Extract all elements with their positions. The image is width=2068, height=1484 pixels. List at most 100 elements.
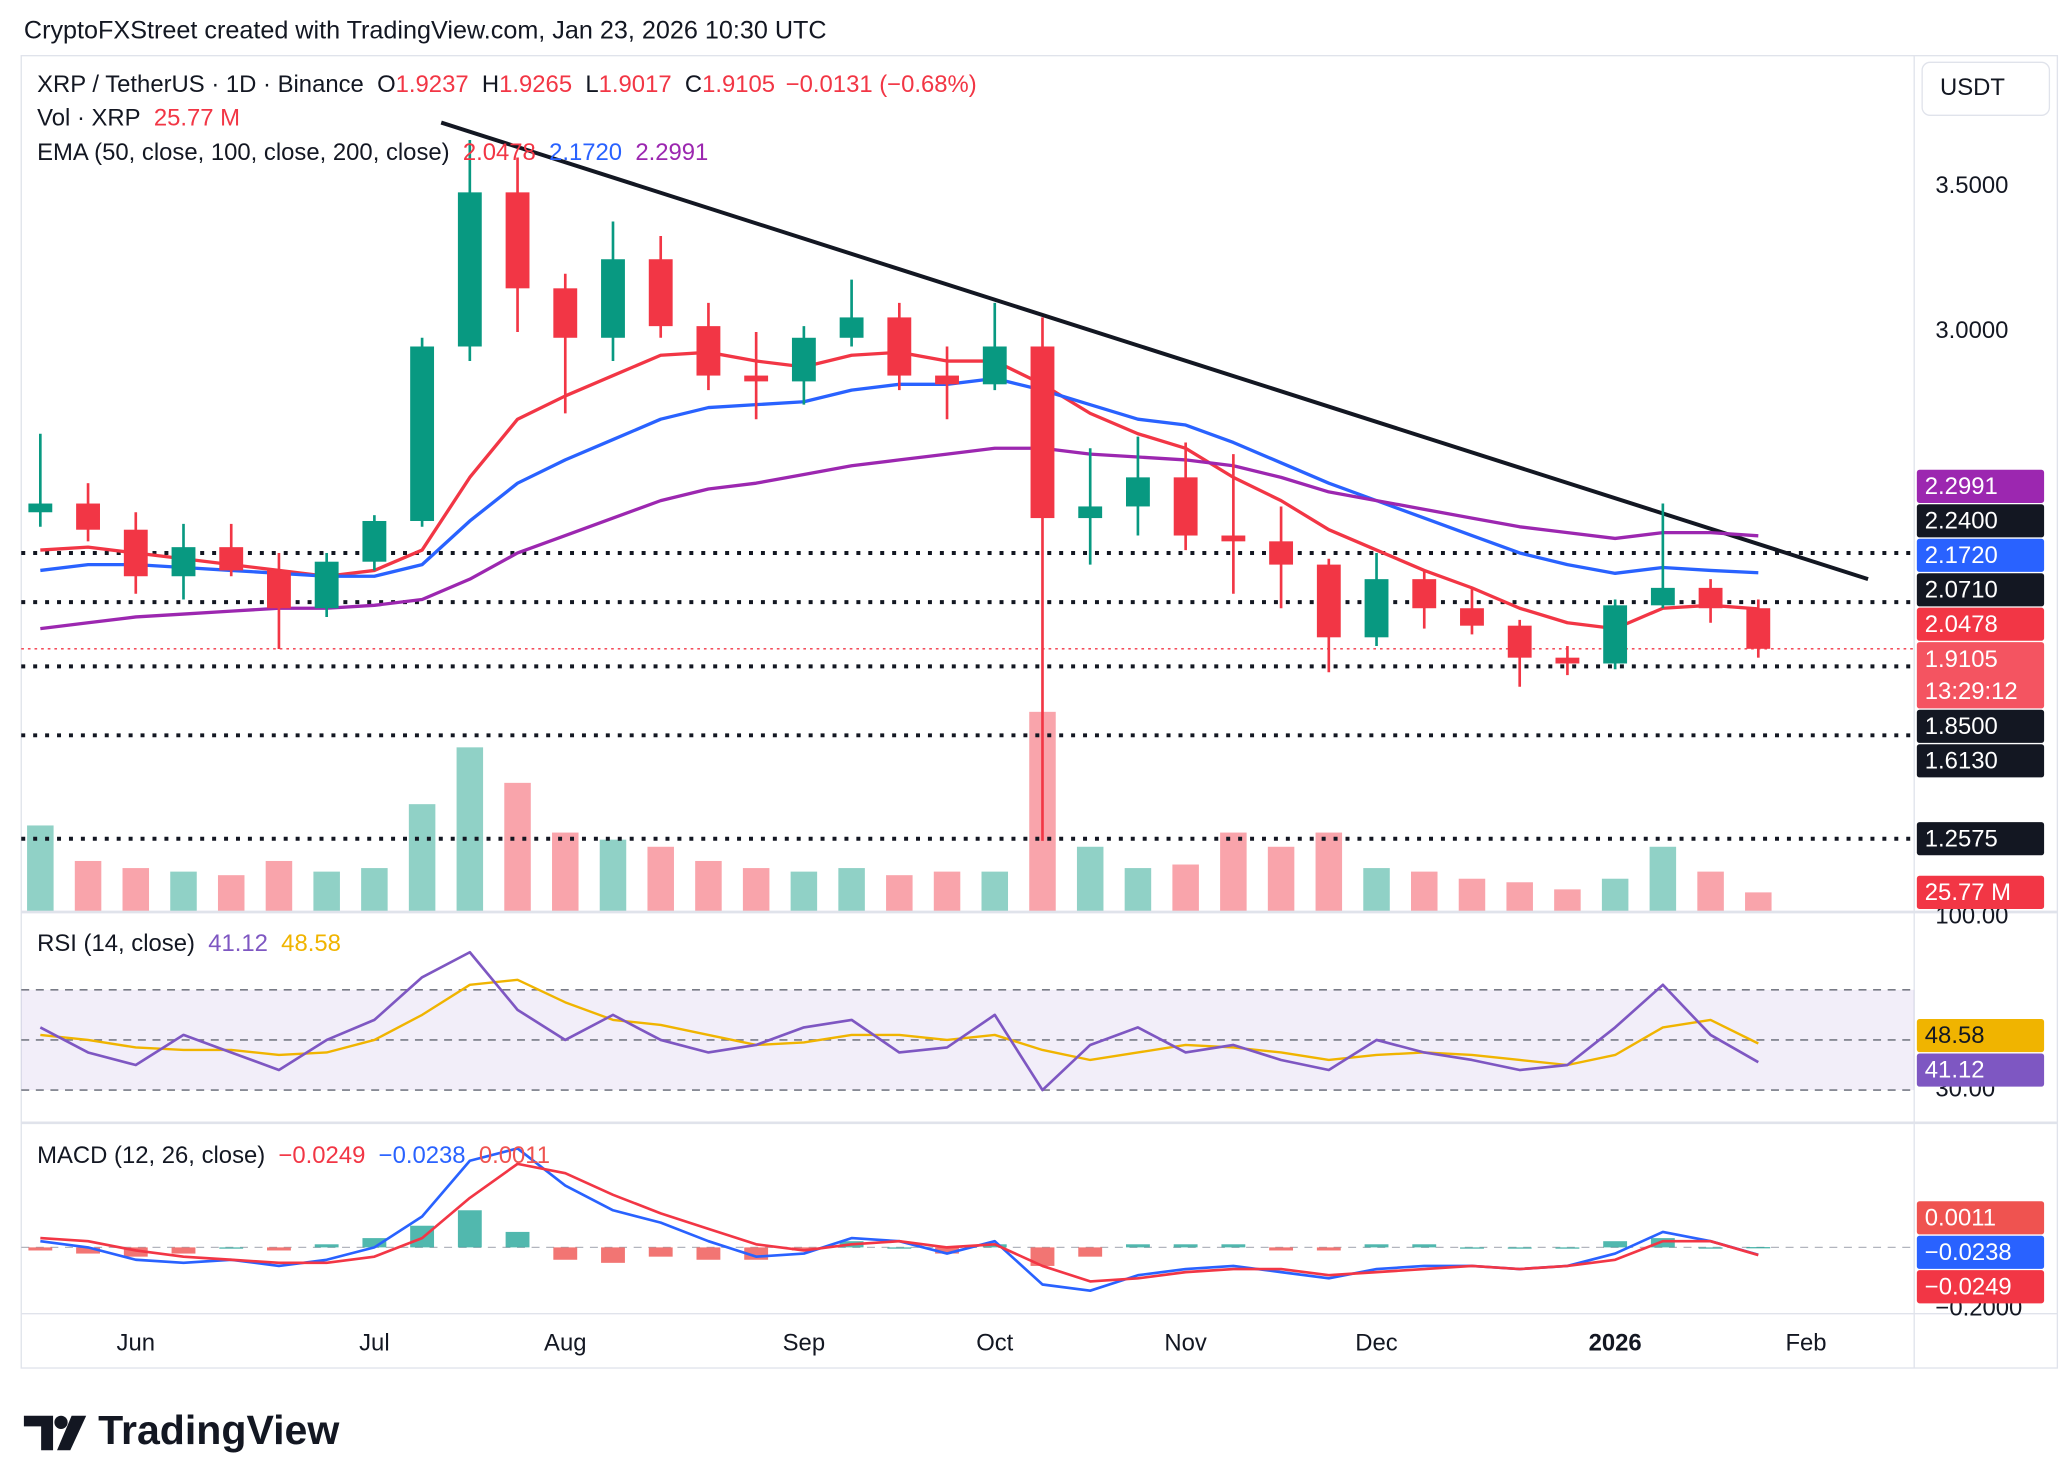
x-tick-label: Sep bbox=[783, 1329, 825, 1356]
ohlc-key: H bbox=[482, 71, 499, 98]
macd-legend-value: −0.0238 bbox=[379, 1143, 466, 1170]
volume-bar bbox=[933, 871, 961, 911]
rsi-value-label: 41.12 bbox=[1925, 1057, 1985, 1084]
volume-legend-value: 25.77 M bbox=[154, 105, 240, 132]
macd-histogram bbox=[1364, 1244, 1389, 1248]
macd-legend: MACD (12, 26, close) bbox=[37, 1143, 265, 1170]
macd-histogram bbox=[1269, 1247, 1294, 1251]
brand-logo bbox=[23, 1415, 87, 1451]
volume-bar bbox=[1697, 871, 1724, 911]
volume-bar bbox=[1363, 868, 1390, 911]
candle-body bbox=[76, 503, 100, 530]
x-tick-label: Jul bbox=[359, 1329, 390, 1356]
volume-bar bbox=[217, 875, 245, 911]
logo-shape bbox=[54, 1415, 68, 1429]
candle-body bbox=[505, 192, 530, 289]
volume-bar bbox=[27, 825, 54, 911]
candle-body bbox=[648, 259, 673, 327]
rsi-value-label-box bbox=[1916, 1053, 2045, 1087]
candle-body bbox=[791, 337, 816, 382]
brand: TradingView bbox=[98, 1407, 340, 1453]
macd-histogram bbox=[1173, 1244, 1198, 1248]
candle-body bbox=[457, 192, 482, 347]
volume-bar bbox=[504, 782, 531, 911]
volume-bar bbox=[1172, 864, 1199, 911]
volume-bar bbox=[1745, 892, 1772, 911]
ohlc-value: 1.9105 bbox=[702, 71, 775, 98]
watermark: CryptoFXStreet created with TradingView.… bbox=[24, 16, 827, 44]
macd-histogram bbox=[457, 1210, 482, 1248]
rsi-ma-legend-value: 48.58 bbox=[281, 930, 341, 957]
macd-histogram bbox=[1555, 1247, 1580, 1249]
x-tick-label: Jun bbox=[117, 1329, 155, 1356]
ohlc-value: 1.9017 bbox=[599, 71, 672, 98]
macd-value-label: −0.0238 bbox=[1925, 1239, 2012, 1266]
volume-bar bbox=[1076, 846, 1104, 911]
signal-value-label-box bbox=[1916, 1270, 2045, 1304]
last-price-box bbox=[1916, 642, 2045, 709]
volume-bar bbox=[1649, 846, 1677, 911]
level-label: 1.2575 bbox=[1925, 825, 1998, 852]
candle-body bbox=[696, 326, 721, 376]
macd-histogram bbox=[1746, 1247, 1771, 1249]
candle-body bbox=[1698, 587, 1723, 609]
x-tick-label: Feb bbox=[1785, 1329, 1826, 1356]
symbol: XRP / TetherUS · 1D · Binance bbox=[37, 71, 364, 98]
x-tick-label: Nov bbox=[1164, 1329, 1207, 1356]
candle-body bbox=[1316, 564, 1341, 638]
x-tick-label: Oct bbox=[976, 1329, 1013, 1356]
macd-histogram bbox=[1078, 1247, 1103, 1257]
macd-histogram bbox=[887, 1247, 912, 1249]
rsi-ma-line bbox=[40, 978, 1759, 1067]
level-label-box bbox=[1916, 504, 2045, 538]
volume-bar bbox=[1506, 882, 1533, 911]
legend: MACD (12, 26, close) −0.0249 −0.0238 0.0011 bbox=[37, 1143, 550, 1170]
candle-body bbox=[1364, 579, 1389, 638]
currency-box[interactable] bbox=[1921, 61, 2051, 116]
logo-shape bbox=[57, 1415, 87, 1451]
macd-histogram bbox=[267, 1247, 291, 1251]
candle-body bbox=[314, 561, 339, 609]
volume-bar bbox=[742, 868, 770, 911]
candle-body bbox=[1221, 535, 1246, 542]
rsi-legend: RSI (14, close) bbox=[37, 930, 195, 957]
macd-histogram bbox=[219, 1247, 244, 1249]
volume-bar bbox=[122, 868, 150, 911]
x-tick-label: Aug bbox=[544, 1329, 586, 1356]
macd-histogram bbox=[505, 1231, 530, 1248]
level-label: 1.8500 bbox=[1925, 713, 1998, 740]
last-price-label: 1.9105 bbox=[1925, 646, 1998, 673]
ohlc-value: 1.9237 bbox=[396, 71, 469, 98]
macd-histogram bbox=[1412, 1244, 1437, 1248]
volume-bar bbox=[408, 804, 436, 911]
volume-bar bbox=[790, 871, 818, 911]
macd-histogram bbox=[314, 1244, 339, 1248]
volume-bar bbox=[313, 871, 340, 911]
volume-bar bbox=[170, 871, 197, 911]
macd-histogram bbox=[1603, 1241, 1628, 1248]
currency[interactable]: USDT bbox=[1940, 74, 2005, 101]
volume-bar bbox=[1124, 868, 1152, 911]
frame bbox=[20, 55, 2059, 1369]
level-label: 2.0710 bbox=[1925, 576, 1998, 603]
x-tick-label: 2026 bbox=[1589, 1329, 1642, 1356]
histogram-value-label-box bbox=[1916, 1201, 2045, 1235]
macd-histogram bbox=[553, 1247, 578, 1260]
candle-body bbox=[1650, 587, 1675, 606]
ohlc-key: C bbox=[685, 71, 702, 98]
volume-bar bbox=[361, 868, 388, 911]
volume-bar bbox=[1554, 889, 1581, 911]
ohlc-key: L bbox=[585, 71, 598, 98]
signal-legend-value: −0.0249 bbox=[278, 1143, 365, 1170]
macd-histogram bbox=[935, 1247, 959, 1254]
macd-histogram bbox=[648, 1247, 673, 1257]
candle-body bbox=[744, 375, 769, 382]
ema-legend-value: 2.0478 bbox=[463, 139, 536, 166]
macd-histogram bbox=[28, 1247, 53, 1251]
macd-histogram bbox=[1698, 1247, 1723, 1249]
volume-legend: Vol · XRP bbox=[37, 105, 140, 132]
candle-body bbox=[887, 317, 912, 376]
candle-body bbox=[1746, 608, 1771, 649]
volume-bar bbox=[886, 875, 913, 911]
